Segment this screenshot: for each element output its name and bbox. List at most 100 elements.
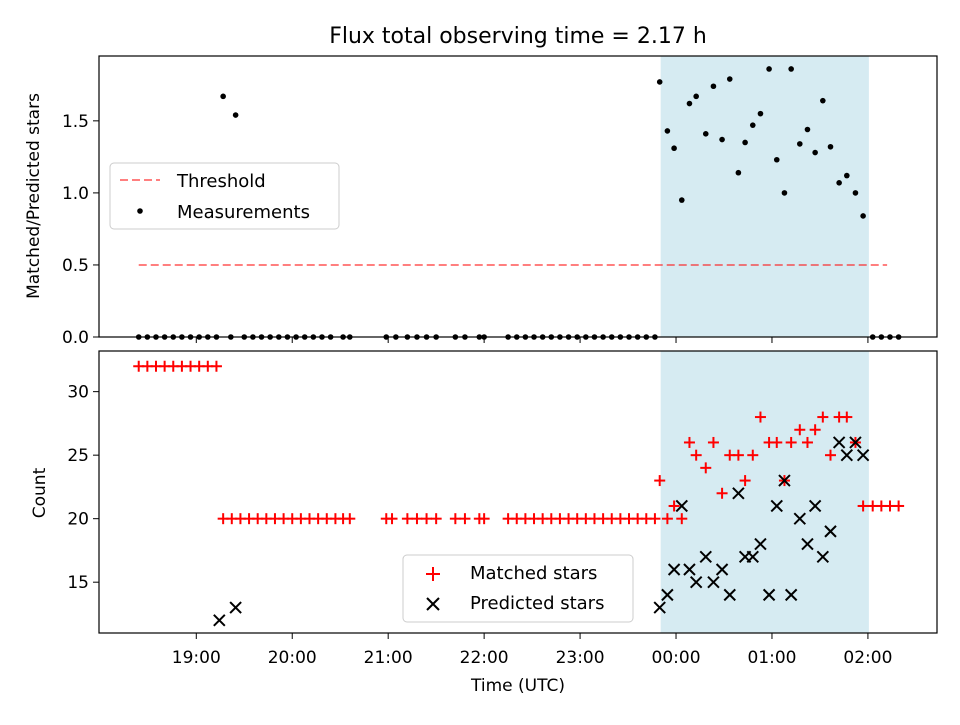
- x-tick-label: 21:00: [364, 648, 413, 668]
- top-x-ticks: [195, 337, 869, 343]
- measurement-point: [827, 143, 834, 150]
- predicted-star-point: [762, 588, 776, 602]
- matched-star-point: [747, 449, 759, 461]
- measurement-point: [719, 136, 725, 143]
- predicted-star-point: [229, 601, 242, 614]
- predicted-star-point: [849, 436, 862, 449]
- matched-star-point: [649, 513, 661, 525]
- measurement-point: [702, 131, 709, 137]
- measurement-point: [656, 79, 663, 85]
- matched-star-point: [421, 513, 433, 525]
- predicted-star-point: [778, 474, 791, 487]
- matched-star-point: [794, 424, 806, 436]
- top-legend: Threshold Measurements: [109, 162, 340, 230]
- measurements-legend-swatch: [137, 208, 143, 214]
- legend-label-threshold: Threshold: [176, 171, 266, 192]
- matched-star-point: [732, 449, 744, 461]
- matched-star-point: [654, 475, 666, 487]
- legend-label-matched: Matched stars: [470, 563, 597, 584]
- top-plot-frame: [98, 55, 938, 338]
- top-y-tick-label: 1.5: [62, 112, 89, 132]
- matched-star-point: [841, 411, 853, 423]
- predicted-star-point: [653, 601, 666, 614]
- top-y-tick-label: 0.0: [62, 328, 89, 348]
- matched-star-point: [893, 500, 905, 512]
- x-tick-label: 02:00: [843, 648, 892, 668]
- matched-legend-swatch: [426, 567, 440, 581]
- bottom-y-tick-label: 25: [67, 446, 89, 466]
- measurement-point: [710, 83, 717, 90]
- measurement-point: [788, 66, 794, 72]
- matched-star-point: [676, 513, 688, 525]
- measurement-point: [773, 156, 780, 163]
- matched-star-point: [785, 436, 797, 448]
- matched-star-point: [386, 513, 398, 525]
- count-points: [133, 360, 905, 627]
- legend-label-predicted: Predicted stars: [470, 593, 604, 614]
- predicted-star-point: [808, 499, 822, 513]
- matched-star-point: [739, 475, 751, 487]
- matched-star-point: [449, 513, 461, 525]
- matched-star-point: [661, 513, 673, 525]
- predicted-star-point: [707, 575, 720, 589]
- measurement-point: [686, 100, 693, 107]
- measurement-point: [693, 93, 699, 100]
- measurement-point: [860, 213, 866, 219]
- measurement-point: [726, 76, 733, 82]
- legend-label-measurements: Measurements: [177, 202, 310, 223]
- top-y-ticks: 0.0 0.5 1.0 1.5: [62, 112, 99, 348]
- chart-title: Flux total observing time = 2.17 h: [329, 24, 707, 49]
- x-tick-label: 20:00: [268, 648, 317, 668]
- matched-star-point: [430, 513, 442, 525]
- measurement-point: [742, 139, 748, 146]
- predicted-legend-swatch: [426, 597, 440, 611]
- matched-star-point: [690, 449, 702, 461]
- x-tick-label: 00:00: [652, 648, 701, 668]
- predicted-star-point: [699, 550, 712, 563]
- predicted-star-point: [816, 550, 830, 563]
- top-y-tick-label: 0.5: [62, 256, 89, 276]
- predicted-star-point: [715, 563, 729, 576]
- x-axis-label: Time (UTC): [470, 676, 565, 696]
- measurement-point: [671, 145, 677, 152]
- measurement-point: [735, 169, 742, 176]
- measurement-points: [135, 66, 902, 340]
- top-y-tick-label: 1.0: [62, 184, 89, 204]
- measurement-point: [220, 93, 226, 100]
- top-y-axis-label: Matched/Predicted stars: [24, 93, 44, 299]
- matched-star-point: [411, 513, 423, 525]
- bottom-y-tick-label: 30: [67, 383, 89, 403]
- bottom-y-tick-label: 20: [67, 510, 89, 530]
- predicted-star-point: [784, 588, 798, 602]
- matched-star-point: [824, 449, 836, 461]
- predicted-star-point: [746, 550, 759, 563]
- x-tick-label: 01:00: [747, 648, 796, 668]
- x-tick-label: 23:00: [556, 648, 605, 668]
- matched-star-point: [459, 513, 471, 525]
- predicted-star-point: [770, 499, 783, 513]
- matched-star-point: [801, 436, 813, 448]
- predicted-star-point: [675, 499, 688, 513]
- predicted-star-point: [840, 448, 854, 462]
- x-tick-label: 22:00: [460, 648, 509, 668]
- measurement-point: [836, 180, 842, 186]
- x-tick-label: 19:00: [172, 648, 221, 668]
- measurement-point: [678, 197, 685, 203]
- bottom-panel: 15 20 25 30 19:00 20:00 21:00 22:00 23:00 00:00 0…: [30, 350, 938, 696]
- bottom-legend-box: [402, 554, 634, 623]
- matched-star-point: [668, 500, 680, 512]
- bottom-legend: Matched stars Predicted stars: [402, 554, 634, 623]
- measurement-point: [812, 149, 818, 156]
- matched-star-point: [809, 424, 821, 436]
- measurement-point: [749, 122, 756, 128]
- matched-star-point: [754, 411, 766, 423]
- matched-star-point: [707, 436, 719, 448]
- predicted-star-point: [824, 525, 837, 538]
- predicted-star-point: [213, 614, 226, 627]
- matched-star-point: [401, 513, 413, 525]
- measurement-point: [852, 190, 859, 196]
- predicted-star-point: [661, 588, 674, 602]
- predicted-star-point: [832, 436, 846, 449]
- top-shaded-region: [660, 56, 869, 337]
